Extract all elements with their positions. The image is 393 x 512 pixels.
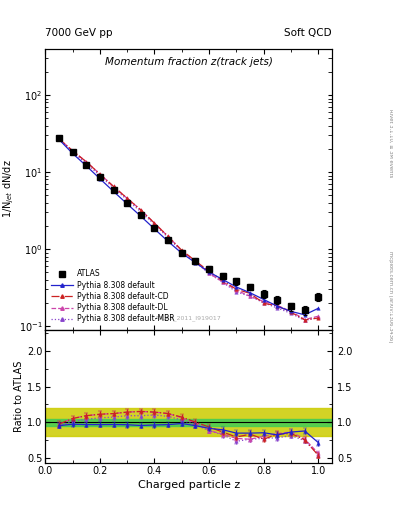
Y-axis label: 1/N$_{jet}$ dN/dz: 1/N$_{jet}$ dN/dz (2, 160, 16, 219)
Text: Rivet 3.1.10, ≥ 3M events: Rivet 3.1.10, ≥ 3M events (388, 109, 393, 178)
Text: Soft QCD: Soft QCD (285, 28, 332, 38)
X-axis label: Charged particle z: Charged particle z (138, 480, 240, 490)
Text: ATLAS_2011_I919017: ATLAS_2011_I919017 (155, 315, 222, 321)
Text: mcplots.cern.ch [arXiv:1306.3436]: mcplots.cern.ch [arXiv:1306.3436] (388, 251, 393, 343)
Y-axis label: Ratio to ATLAS: Ratio to ATLAS (14, 361, 24, 432)
Legend: ATLAS, Pythia 8.308 default, Pythia 8.308 default-CD, Pythia 8.308 default-DL, P: ATLAS, Pythia 8.308 default, Pythia 8.30… (49, 267, 176, 326)
Text: 7000 GeV pp: 7000 GeV pp (45, 28, 113, 38)
Text: Momentum fraction z(track jets): Momentum fraction z(track jets) (105, 57, 273, 67)
